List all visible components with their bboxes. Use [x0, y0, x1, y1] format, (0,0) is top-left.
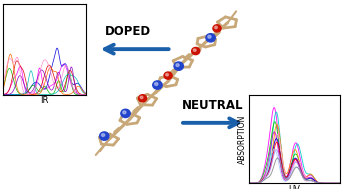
Circle shape — [155, 83, 158, 85]
Circle shape — [206, 34, 215, 42]
Circle shape — [174, 62, 184, 70]
Circle shape — [166, 74, 168, 76]
Circle shape — [208, 35, 211, 38]
Text: DOPED: DOPED — [105, 25, 151, 38]
Circle shape — [213, 25, 221, 32]
Circle shape — [99, 132, 109, 140]
Circle shape — [140, 96, 143, 99]
Text: NEUTRAL: NEUTRAL — [182, 98, 243, 112]
Y-axis label: ABSORPTION: ABSORPTION — [238, 114, 247, 164]
Circle shape — [123, 111, 126, 114]
Circle shape — [121, 109, 130, 118]
Circle shape — [153, 81, 162, 89]
X-axis label: UV: UV — [288, 185, 300, 189]
Circle shape — [215, 26, 217, 29]
X-axis label: IR: IR — [40, 96, 49, 105]
Circle shape — [176, 64, 179, 67]
Circle shape — [102, 134, 105, 136]
Circle shape — [139, 95, 146, 102]
Circle shape — [193, 49, 196, 51]
Y-axis label: ABSORPTION: ABSORPTION — [0, 24, 2, 74]
Circle shape — [164, 72, 172, 79]
Circle shape — [192, 47, 200, 55]
